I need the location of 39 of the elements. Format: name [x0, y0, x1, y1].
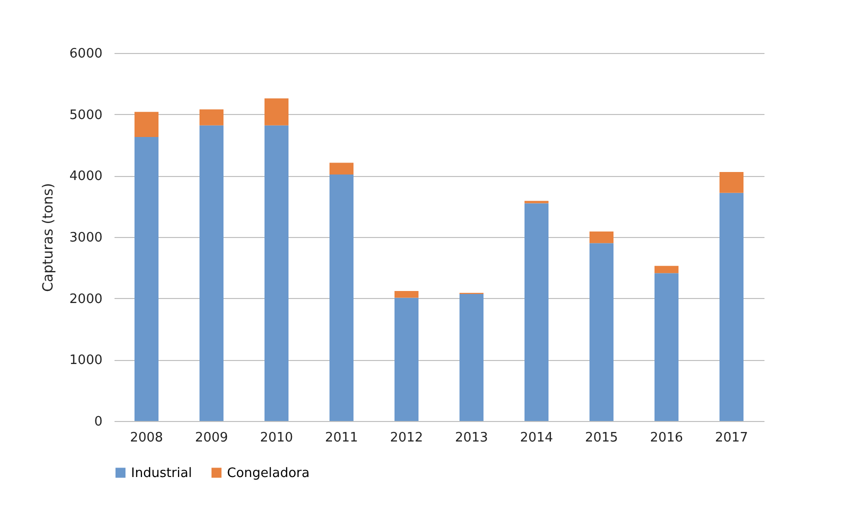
x-tick-label: 2012: [390, 430, 424, 446]
y-tick-label: 1000: [69, 353, 102, 368]
bar: [264, 98, 288, 126]
bar: [394, 298, 418, 421]
x-tick-label: 2017: [714, 430, 748, 446]
y-tick-label: 4000: [69, 169, 102, 184]
bar: [460, 294, 484, 421]
bar: [200, 109, 224, 126]
bar: [590, 243, 614, 421]
bar: [524, 203, 548, 421]
bar: [330, 174, 354, 421]
x-tick-label: 2011: [324, 430, 358, 446]
y-tick-label: 5000: [69, 108, 102, 123]
y-tick-label: 0: [94, 414, 102, 430]
bar: [720, 192, 744, 421]
x-tick-label: 2013: [454, 430, 488, 446]
legend-label: Industrial: [131, 466, 192, 481]
x-tick-label: 2015: [584, 430, 618, 446]
bar: [134, 112, 158, 138]
y-axis-title: Capturas (tons): [40, 183, 56, 292]
bar: [330, 162, 354, 174]
bar: [394, 290, 418, 298]
y-tick-label: 3000: [69, 230, 102, 246]
bar: [590, 231, 614, 244]
legend-label: Congeladora: [227, 466, 310, 481]
bar: [654, 273, 678, 421]
x-tick-label: 2014: [520, 430, 554, 446]
bar: [200, 125, 224, 421]
y-tick-label: 2000: [69, 292, 102, 307]
x-tick-label: 2009: [194, 430, 228, 446]
bar: [264, 125, 288, 421]
bar: [720, 172, 744, 193]
x-tick-label: 2016: [650, 430, 684, 446]
x-tick-label: 2010: [260, 430, 294, 446]
x-tick-label: 2008: [130, 430, 164, 446]
bar: [134, 137, 158, 421]
bar: [654, 266, 678, 274]
y-tick-label: 6000: [69, 46, 102, 62]
bar: [524, 200, 548, 204]
